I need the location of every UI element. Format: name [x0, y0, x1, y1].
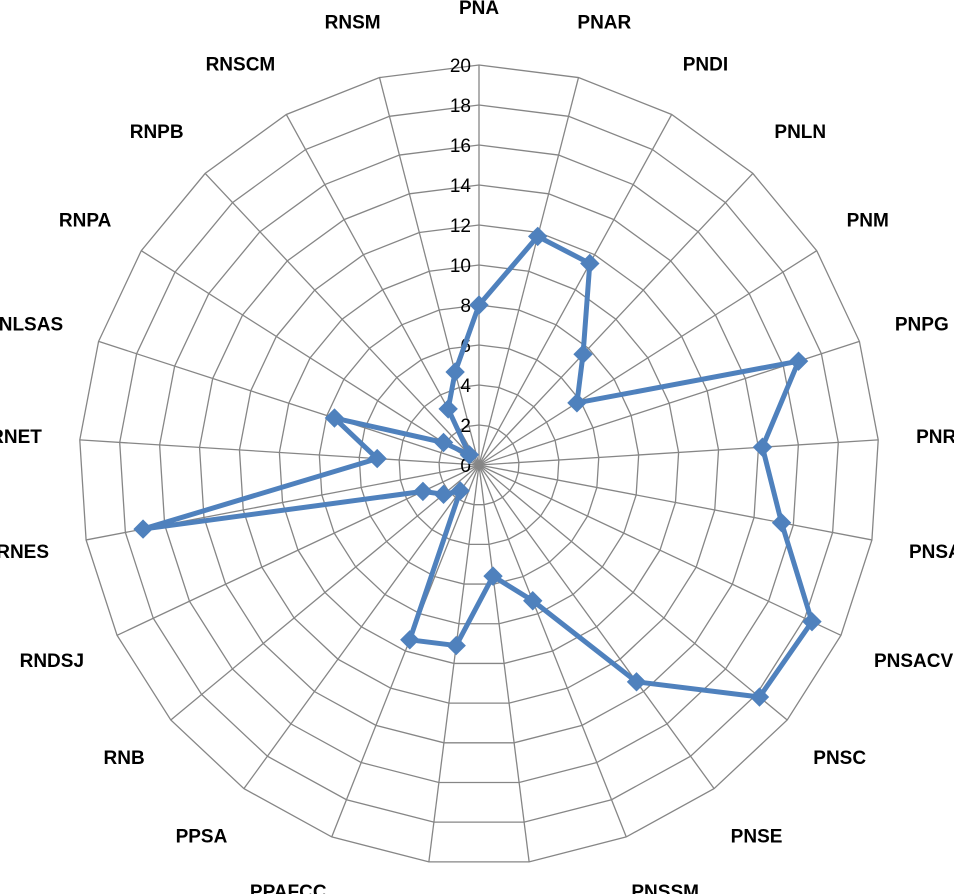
data-point-pna: [469, 295, 489, 315]
data-point-pnpg: [788, 351, 809, 371]
grid-ring-16: [158, 144, 800, 784]
category-label-pndi: PNDI: [683, 55, 728, 76]
category-label-ppafcc: PPAFCC: [250, 882, 327, 894]
data-point-pnrf: [752, 437, 773, 457]
data-point-pnti: [483, 566, 503, 586]
spoke-rnb: [170, 464, 480, 721]
category-label-pna: PNA: [459, 0, 499, 19]
tick-label-8: 8: [460, 296, 471, 317]
tick-label-4: 4: [460, 376, 471, 397]
series-line: [140, 233, 815, 700]
category-label-pnpg: PNPG: [895, 314, 949, 335]
category-label-ppsa: PPSA: [176, 827, 228, 848]
data-point-pnln: [573, 344, 593, 364]
spoke-ppafcc: [331, 464, 480, 838]
spoke-pnrf: [478, 439, 879, 466]
data-point-rnlsas: [324, 408, 345, 428]
category-label-pnsc: PNSC: [813, 748, 866, 769]
grid-ring-20: [79, 64, 879, 863]
grid-ring-14: [198, 184, 760, 744]
spoke-rnlsas: [98, 340, 480, 466]
spoke-rnpb: [204, 172, 480, 466]
data-point-rnet: [367, 448, 387, 469]
category-label-pnrf: PNRF: [916, 427, 954, 448]
data-point-pnsac: [771, 513, 792, 533]
spoke-pnsacv: [478, 464, 842, 636]
data-point-rnpa: [433, 432, 454, 453]
category-label-rnes: RNES: [0, 542, 49, 563]
tick-label-2: 2: [460, 416, 471, 437]
spoke-ppsa: [243, 464, 480, 789]
data-point-rnscm: [438, 399, 458, 419]
tick-label-14: 14: [450, 176, 472, 197]
data-point-rnb: [433, 484, 454, 505]
category-label-pnse: PNSE: [731, 827, 783, 848]
data-point-rndsj: [413, 481, 433, 502]
tick-label-12: 12: [450, 216, 471, 237]
category-label-rnscm: RNSCM: [206, 55, 276, 76]
tick-label-10: 10: [450, 256, 471, 277]
tick-label-18: 18: [450, 96, 471, 117]
spoke-pnse: [478, 464, 715, 789]
category-label-rndsj: RNDSJ: [20, 651, 84, 672]
grid-ring-18: [119, 104, 839, 823]
category-label-rnet: RNET: [0, 427, 42, 448]
category-label-rnsm: RNSM: [325, 12, 381, 33]
category-label-rnpa: RNPA: [59, 211, 112, 232]
grid-ring-12: [238, 224, 720, 704]
data-point-rnpb: [459, 445, 480, 465]
data-point-pnm: [567, 393, 587, 413]
tick-label-16: 16: [450, 136, 471, 157]
data-point-rnsm: [445, 362, 465, 382]
grid-ring-8: [318, 304, 640, 625]
data-point-rnes: [133, 519, 153, 539]
spoke-rnet: [79, 439, 480, 466]
spoke-pnssm: [478, 464, 627, 838]
data-point-pnsacv: [802, 611, 822, 632]
spoke-rnpa: [140, 250, 480, 466]
spoke-pnvg: [428, 464, 480, 862]
spoke-pnln: [478, 172, 754, 466]
grid-ring-10: [278, 264, 680, 665]
spoke-pnsc: [478, 464, 788, 721]
data-series: [133, 226, 822, 707]
category-label-pnssm: PNSSM: [631, 882, 699, 894]
data-point-pnvg: [446, 635, 466, 656]
spoke-rnsm: [378, 77, 480, 466]
category-label-rnpb: RNPB: [130, 122, 184, 143]
data-point-pnar: [527, 226, 548, 247]
data-point-pnse: [626, 672, 647, 692]
tick-label-0: 0: [460, 456, 471, 477]
data-point-pnssm: [523, 591, 543, 611]
category-label-rnb: RNB: [104, 748, 145, 769]
spoke-pnm: [478, 250, 818, 466]
category-label-pnar: PNAR: [577, 12, 631, 33]
grid-ring-4: [398, 384, 560, 546]
category-label-rnlsas: RNLSAS: [0, 314, 63, 335]
category-label-pnsac: PNSAC: [909, 542, 954, 563]
spoke-pnsac: [478, 464, 873, 541]
data-point-ppafcc: [400, 630, 420, 650]
spoke-pnti: [478, 464, 530, 862]
data-point-pnsc: [749, 687, 770, 707]
data-point-ppsa: [450, 481, 470, 501]
spoke-pnar: [478, 77, 580, 466]
spoke-pndi: [478, 114, 673, 466]
tick-label-20: 20: [450, 56, 471, 77]
category-label-pnm: PNM: [847, 211, 889, 232]
data-point-pndi: [580, 253, 600, 274]
category-label-pnsacv: PNSACV: [874, 651, 954, 672]
category-label-pnln: PNLN: [774, 122, 826, 143]
